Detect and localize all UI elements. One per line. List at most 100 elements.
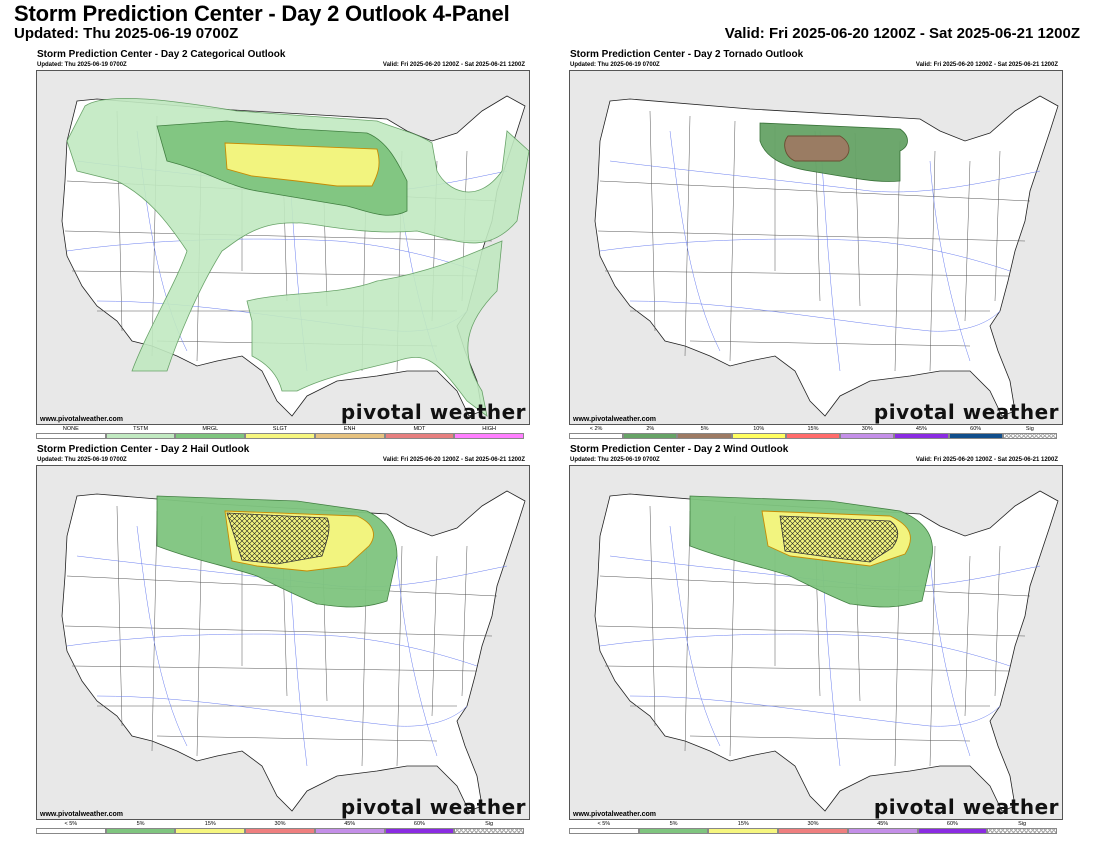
state-boundary [689, 340, 971, 347]
legend-swatch [731, 433, 786, 439]
legend-item: 60% [948, 426, 1003, 440]
legend-item: 60% [384, 821, 455, 835]
legend-swatch [778, 828, 848, 834]
legend-label: Sig [1025, 426, 1034, 432]
legend-swatch [569, 828, 639, 834]
legend-item: 30% [245, 821, 315, 835]
legend-swatch [948, 433, 1003, 439]
legend-label: 2% [646, 426, 655, 432]
panel-updated: Updated: Thu 2025-06-19 0700Z [37, 457, 127, 463]
state-boundary [116, 505, 123, 727]
legend-label: < 2% [589, 426, 603, 432]
legend-label: ENH [343, 426, 356, 432]
legend-item: 45% [894, 426, 949, 440]
legend-label: 5% [136, 821, 145, 827]
legend-label: 10% [753, 426, 765, 432]
panel-title: Storm Prediction Center - Day 2 Categori… [37, 49, 286, 60]
legend-swatch [454, 828, 524, 834]
legend-label: TSTM [133, 426, 149, 432]
legend-item: TSTM [105, 426, 176, 440]
legend-label: 15% [737, 821, 749, 827]
legend-label: 30% [861, 426, 873, 432]
state-boundary [684, 115, 691, 357]
legend-label: 30% [807, 821, 819, 827]
legend-label: NONE [62, 426, 79, 432]
pivotal-weather-logo: pivotal weather [340, 400, 526, 424]
highway-line [629, 695, 1001, 727]
legend-item: < 5% [36, 821, 106, 835]
legend-swatch [1002, 433, 1057, 439]
hail-sig-area [226, 512, 330, 565]
legend-swatch [454, 433, 524, 439]
legend-swatch [785, 433, 841, 439]
page-valid-time: Valid: Fri 2025-06-20 1200Z - Sat 2025-0… [724, 25, 1080, 42]
highway-line [929, 160, 971, 362]
legend-item: Sig [454, 821, 524, 835]
tstm-area-north [66, 97, 529, 372]
state-boundary [64, 625, 493, 637]
legend-swatch [245, 828, 315, 834]
legend-label: 5% [700, 426, 709, 432]
slgt-area [224, 142, 380, 187]
highway-line [66, 633, 478, 667]
tstm-area-south [246, 240, 503, 417]
pivotal-weather-logo: pivotal weather [873, 795, 1059, 819]
legend-item: ENH [314, 426, 385, 440]
legend-label: 45% [915, 426, 927, 432]
panel-hail: Storm Prediction Center - Day 2 Hail Out… [32, 444, 532, 839]
legend-label: MDT [413, 426, 426, 432]
legend-item: 5% [677, 426, 732, 440]
legend-label: MRGL [202, 426, 219, 432]
legend-hail: < 5% 5% 15% 30% 45% 60% Sig [36, 821, 524, 835]
state-boundary [597, 230, 1026, 242]
state-boundary [649, 505, 656, 727]
highway-line [599, 238, 1011, 272]
legend-label: < 5% [64, 821, 78, 827]
legend-item: 15% [708, 821, 779, 835]
legend-label: 60% [970, 426, 982, 432]
state-boundary [604, 665, 1011, 672]
panel-tornado: Storm Prediction Center - Day 2 Tornado … [565, 49, 1065, 444]
legend-swatch [175, 433, 246, 439]
legend-item: 2% [623, 426, 678, 440]
legend-item: 30% [840, 426, 895, 440]
highway-line [669, 130, 721, 352]
panel-title: Storm Prediction Center - Day 2 Hail Out… [37, 444, 250, 455]
highway-line [929, 555, 971, 757]
legend-item: MRGL [175, 426, 246, 440]
state-boundary [729, 120, 736, 362]
legend-wind: < 5% 5% 15% 30% 45% 60% Sig [569, 821, 1057, 835]
highway-line [669, 525, 721, 747]
map-credit: www.pivotalweather.com [573, 416, 656, 423]
pivotal-weather-logo: pivotal weather [340, 795, 526, 819]
map-hail: www.pivotalweather.com pivotal weather [36, 465, 530, 820]
legend-swatch [894, 433, 949, 439]
legend-label: < 5% [597, 821, 611, 827]
state-boundary [929, 545, 936, 767]
legend-label: 5% [669, 821, 678, 827]
panel-title: Storm Prediction Center - Day 2 Wind Out… [570, 444, 789, 455]
legend-swatch [384, 828, 455, 834]
legend-item: 10% [731, 426, 786, 440]
legend-label: 15% [204, 821, 216, 827]
panel-categorical: Storm Prediction Center - Day 2 Categori… [32, 49, 532, 444]
panel-updated: Updated: Thu 2025-06-19 0700Z [570, 62, 660, 68]
map-credit: www.pivotalweather.com [40, 416, 123, 423]
legend-item: Sig [1002, 426, 1057, 440]
highway-line [599, 633, 1011, 667]
legend-item: 15% [785, 426, 841, 440]
legend-swatch [105, 828, 176, 834]
state-boundary [689, 735, 971, 742]
legend-label: 60% [946, 821, 958, 827]
legend-label: HIGH [482, 426, 496, 432]
pivotal-weather-logo: pivotal weather [873, 400, 1059, 424]
panel-valid: Valid: Fri 2025-06-20 1200Z - Sat 2025-0… [915, 457, 1058, 463]
legend-swatch [987, 828, 1057, 834]
state-boundary [964, 555, 971, 717]
highway-line [629, 300, 1001, 332]
legend-swatch [677, 433, 732, 439]
state-boundary [64, 230, 493, 242]
wind-sig-area [779, 515, 899, 563]
legend-swatch [36, 828, 106, 834]
state-boundary [597, 625, 1026, 637]
